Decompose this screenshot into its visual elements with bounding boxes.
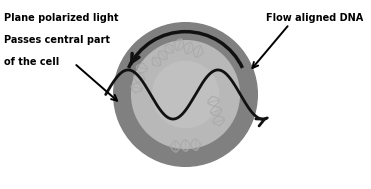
Circle shape	[152, 61, 219, 128]
Text: of the cell: of the cell	[4, 57, 59, 67]
Text: Passes central part: Passes central part	[4, 35, 110, 45]
Text: Flow aligned DNA: Flow aligned DNA	[266, 13, 364, 23]
Text: Plane polarized light: Plane polarized light	[4, 13, 118, 23]
